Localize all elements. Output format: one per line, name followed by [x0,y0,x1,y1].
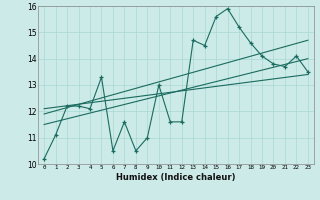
X-axis label: Humidex (Indice chaleur): Humidex (Indice chaleur) [116,173,236,182]
